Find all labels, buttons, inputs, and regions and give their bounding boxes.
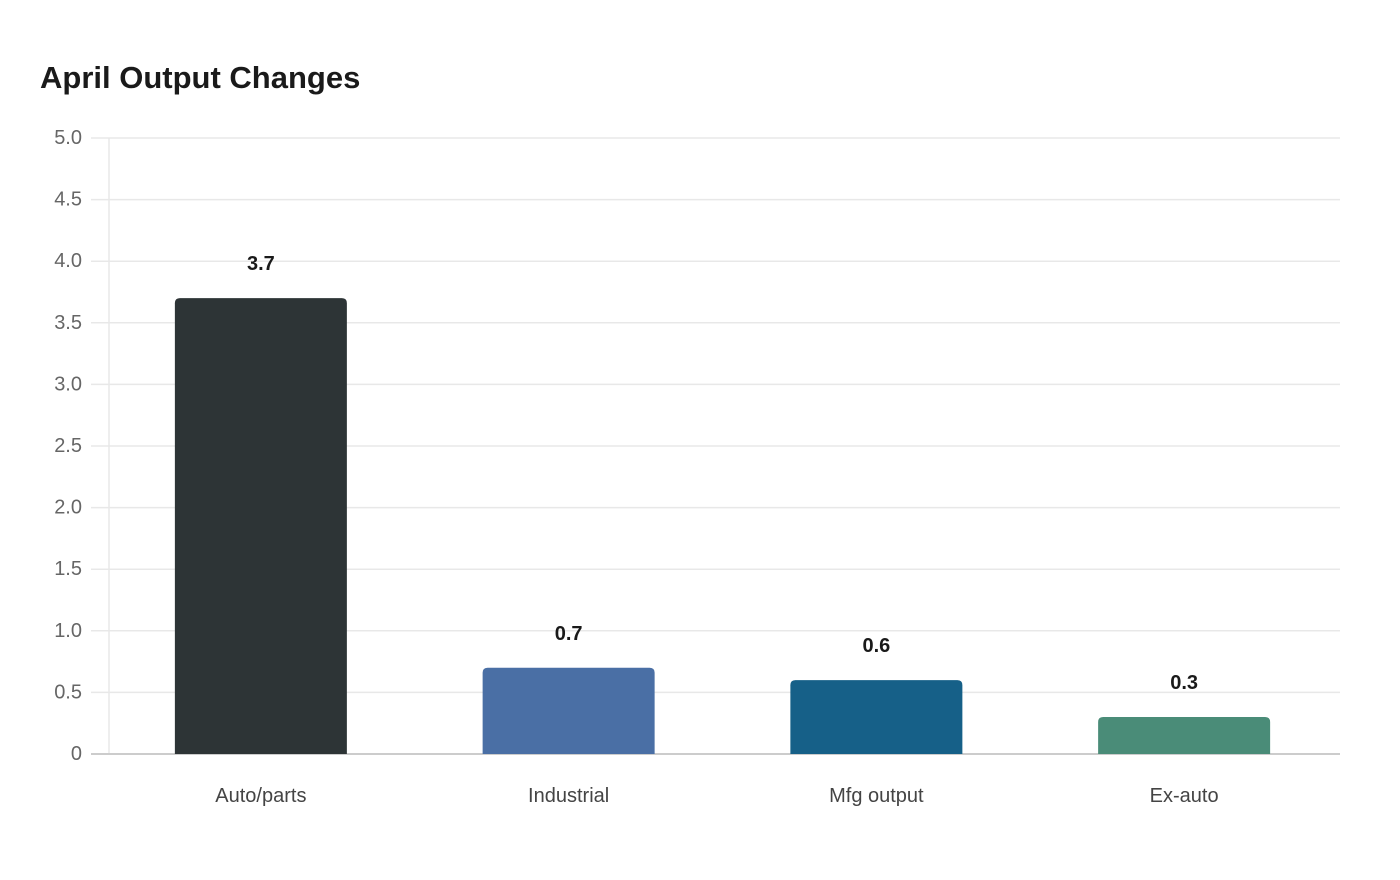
bar-mfg-output: [790, 680, 963, 754]
value-labels: 3.7 0.7 0.6 0.3: [247, 253, 1198, 694]
bar-ex-auto: [1098, 717, 1271, 754]
y-tick-label: 3.5: [54, 312, 82, 334]
y-tick-label: 3.0: [54, 373, 82, 395]
bar-industrial: [482, 667, 655, 754]
y-tick-label: 4.0: [54, 250, 82, 272]
y-tick-label: 1.0: [54, 620, 82, 642]
y-tick-label: 2.0: [54, 497, 82, 519]
y-axis-ticks: 0 0.5 1.0 1.5 2.0 2.5 3.0 3.5 4.0 4.5 5.0: [54, 127, 82, 765]
value-label: 3.7: [247, 253, 275, 275]
chart-title: April Output Changes: [40, 60, 361, 95]
x-tick-label: Mfg output: [829, 785, 924, 807]
y-tick-label: 4.5: [54, 189, 82, 211]
x-tick-label: Auto/parts: [215, 785, 306, 807]
y-tick-label: 2.5: [54, 435, 82, 457]
value-label: 0.7: [555, 623, 583, 645]
y-tick-label: 0.5: [54, 681, 82, 703]
value-label: 0.3: [1170, 672, 1198, 694]
x-axis-labels: Auto/parts Industrial Mfg output Ex-auto: [215, 785, 1218, 807]
bar-auto-parts: [174, 298, 347, 754]
y-tick-label: 5.0: [54, 127, 82, 149]
y-tick-label: 0: [71, 743, 82, 765]
x-tick-label: Industrial: [528, 785, 609, 807]
value-label: 0.6: [862, 635, 890, 657]
x-tick-label: Ex-auto: [1150, 785, 1219, 807]
bars: [174, 298, 1271, 754]
y-tick-label: 1.5: [54, 558, 82, 580]
